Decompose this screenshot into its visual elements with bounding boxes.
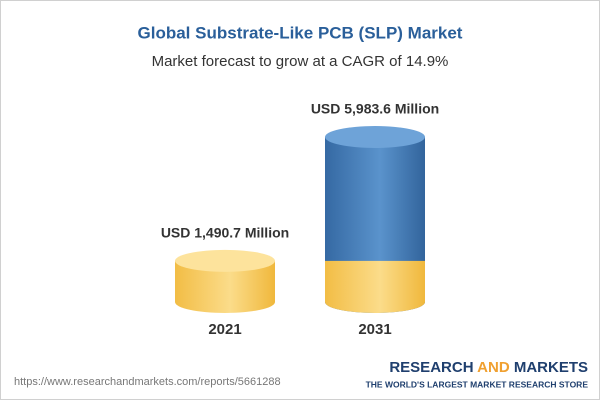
base-segment-bottom bbox=[325, 291, 425, 313]
cylinder-top bbox=[175, 249, 275, 272]
brand-logo: RESEARCH AND MARKETS bbox=[389, 359, 588, 376]
x-tick-label: 2021 bbox=[208, 321, 241, 338]
source-url: https://www.researchandmarkets.com/repor… bbox=[14, 376, 281, 388]
cylinder-top bbox=[325, 126, 425, 148]
x-tick-label: 2031 bbox=[358, 321, 391, 338]
brand-tagline: THE WORLD'S LARGEST MARKET RESEARCH STOR… bbox=[366, 379, 589, 389]
chart-subtitle: Market forecast to grow at a CAGR of 14.… bbox=[152, 53, 449, 70]
brand-word: RESEARCH bbox=[389, 359, 473, 376]
brand-word: AND bbox=[477, 359, 510, 376]
value-label: USD 5,983.6 Million bbox=[311, 101, 439, 117]
value-label: USD 1,490.7 Million bbox=[161, 225, 289, 241]
chart-title: Global Substrate-Like PCB (SLP) Market bbox=[138, 23, 463, 42]
brand-word: MARKETS bbox=[514, 359, 588, 376]
